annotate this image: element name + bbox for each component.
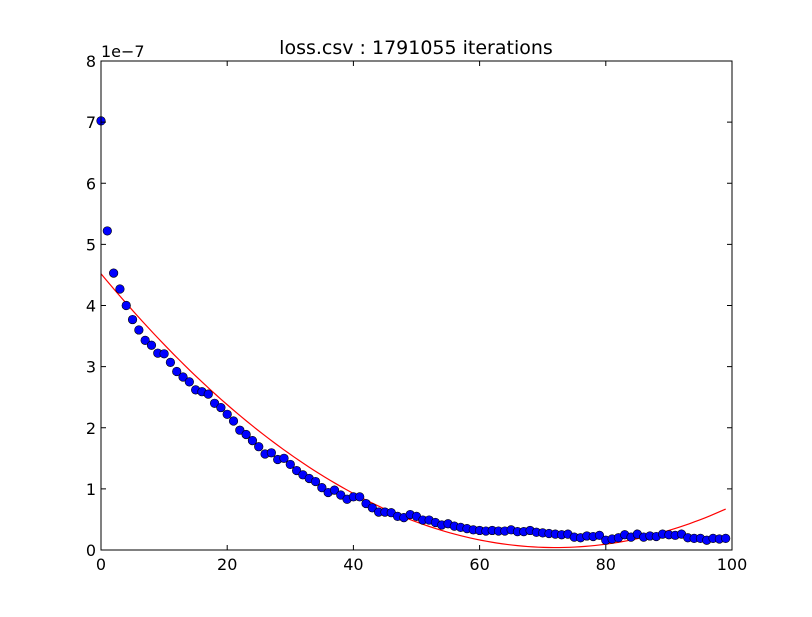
plot-area: 0 20 40 60 80 100 0 1 2 3 4 5 6 7 8 — [86, 52, 747, 574]
y-tick-label: 2 — [86, 419, 96, 438]
x-tick-label: 40 — [343, 555, 363, 574]
data-point — [165, 357, 176, 367]
data-point — [254, 442, 264, 452]
x-tick-label: 60 — [469, 555, 489, 574]
data-point — [336, 490, 346, 500]
data-point — [235, 425, 245, 435]
data-point — [216, 402, 226, 413]
data-point — [317, 483, 327, 493]
y-tick-label: 5 — [86, 235, 96, 254]
x-tick-label: 0 — [96, 555, 106, 574]
axes-frame — [100, 60, 733, 551]
data-point — [361, 498, 371, 509]
data-point — [140, 335, 150, 345]
x-tick-label: 100 — [717, 555, 748, 574]
data-point — [228, 416, 239, 426]
data-point — [266, 448, 276, 458]
data-point — [203, 389, 213, 399]
chart-title: loss.csv : 1791055 iterations — [279, 37, 553, 59]
x-tick-label: 80 — [596, 555, 616, 574]
y-tick-label: 8 — [86, 52, 96, 71]
y-tick-label: 3 — [86, 358, 96, 377]
y-tick-label: 6 — [86, 174, 96, 193]
y-tick-label: 4 — [86, 297, 96, 316]
data-point — [121, 300, 131, 311]
data-point — [134, 325, 144, 335]
data-point — [279, 453, 289, 463]
x-tick-label: 20 — [217, 555, 237, 574]
data-point — [102, 226, 112, 236]
data-point — [310, 476, 321, 487]
data-point — [159, 349, 169, 359]
data-point — [222, 409, 232, 419]
fit-curve — [100, 273, 726, 549]
data-point — [209, 398, 220, 408]
data-point — [172, 366, 182, 377]
data-point — [115, 284, 125, 294]
data-point — [146, 340, 157, 350]
y-tick-label: 0 — [86, 541, 96, 560]
data-point — [109, 268, 119, 278]
data-point — [241, 429, 251, 440]
data-point — [367, 503, 377, 513]
data-point — [355, 492, 365, 502]
data-point — [329, 485, 340, 495]
data-point — [178, 372, 188, 382]
data-point — [594, 530, 605, 540]
data-point — [127, 314, 138, 325]
data-point — [247, 435, 258, 446]
data-point — [721, 533, 731, 543]
y-axis-offset-label: 1e−7 — [101, 42, 145, 61]
y-tick-label: 7 — [86, 113, 96, 132]
data-point — [292, 465, 302, 476]
data-point — [184, 377, 194, 387]
y-tick-label: 1 — [86, 480, 96, 499]
data-point — [285, 459, 295, 470]
